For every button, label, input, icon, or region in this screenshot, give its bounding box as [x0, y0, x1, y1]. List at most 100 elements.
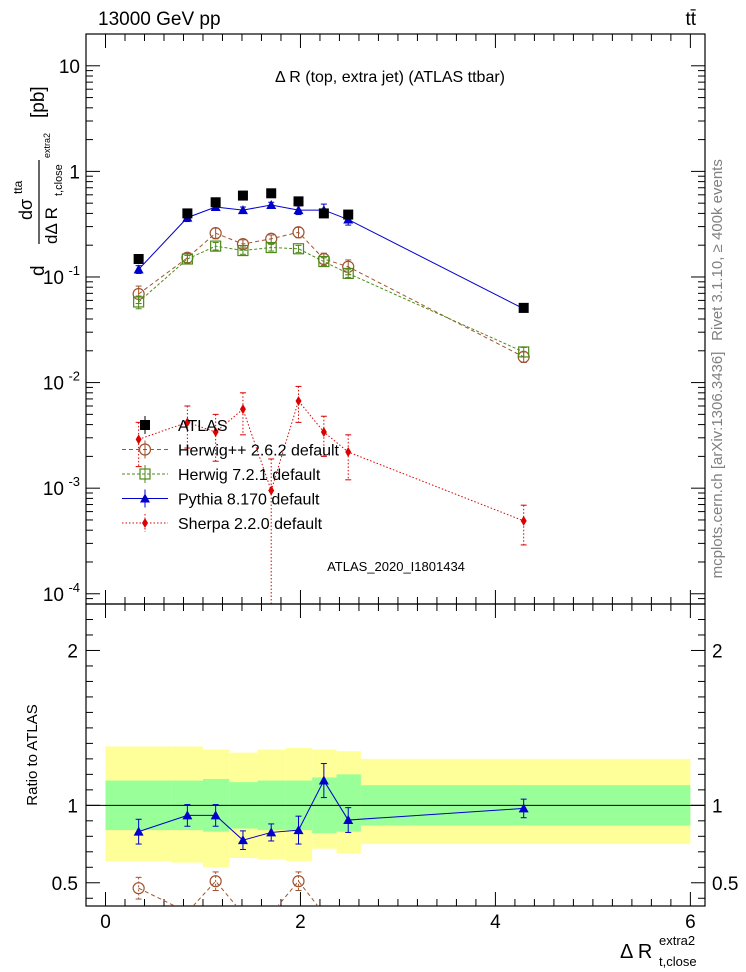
legend-marker-0: [140, 420, 150, 430]
point-4-7: [345, 447, 352, 458]
ratio-y-tick-label-right-2: 2: [712, 641, 723, 662]
ratio-point-1-7: [343, 908, 354, 919]
legend-marker-3: [140, 493, 150, 503]
series-line-3: [138, 204, 524, 310]
point-2-7: [342, 267, 354, 280]
point-0-2: [210, 197, 221, 208]
main-series: [132, 188, 530, 604]
y-tick-label-4: 10: [43, 479, 64, 500]
point-2-0: [133, 296, 145, 308]
point-0-7: [343, 209, 354, 220]
process-label: tt̄: [685, 9, 696, 30]
ratio-point-0-5: [293, 825, 304, 835]
ratio-series-1: [132, 871, 529, 919]
point-2-4: [265, 241, 277, 254]
ratio-point-1-8: [518, 908, 529, 919]
point-4-0: [135, 434, 142, 445]
ratio-y-tick-label-2: 2: [67, 641, 78, 662]
x-tick-label-2: 4: [490, 912, 501, 933]
ratio-point-0-1: [182, 810, 193, 820]
mcplots-label: mcplots.cern.ch [arXiv:1306.3436]: [709, 352, 726, 579]
point-4-6: [320, 427, 327, 438]
point-4-4: [268, 485, 275, 496]
legend: ATLAS Herwig++ 2.6.2 default Herwig 7.2.1 …: [122, 416, 340, 533]
ratio-point-1-6: [318, 908, 329, 919]
ratio-y-tick-label-0: 0.5: [52, 874, 78, 895]
y-label-sup2: extra2: [42, 133, 52, 158]
ratio-bands: [105, 746, 691, 868]
point-4-5: [295, 395, 302, 406]
point-0-1: [182, 208, 193, 219]
y-tick-exp-2: -1: [68, 263, 80, 278]
series-0: [133, 188, 529, 313]
y-tick-label-5: 10: [43, 585, 64, 606]
point-2-2: [210, 240, 222, 252]
y-tick-label-0: 10: [59, 57, 80, 78]
y-tick-exp-5: -4: [68, 580, 80, 595]
point-1-5: [292, 226, 305, 239]
point-2-8: [518, 346, 530, 358]
point-0-6: [318, 208, 329, 219]
energy-label: 13000 GeV pp: [98, 9, 221, 30]
ratio-point-0-8: [518, 803, 529, 813]
y-tick-label-2: 10: [43, 268, 64, 289]
y-tick-label-3: 10: [43, 374, 64, 395]
point-4-2: [212, 427, 219, 438]
series-line-2: [138, 245, 524, 353]
point-1-2: [209, 227, 222, 240]
legend-label-2: Herwig 7.2.1 default: [178, 467, 321, 484]
point-0-0: [133, 254, 144, 265]
point-2-3: [237, 244, 249, 257]
series-1: [132, 226, 530, 364]
legend-marker-2: [139, 468, 151, 480]
point-2-5: [292, 243, 305, 255]
ratio-point-0-3: [237, 835, 248, 845]
x-label-sup: extra2: [659, 933, 695, 948]
y-label-sup: tta: [11, 180, 25, 194]
legend-marker-1: [138, 443, 152, 456]
point-0-5: [293, 196, 304, 207]
point-3-4: [266, 200, 277, 210]
legend-label-4: Sherpa 2.2.0 default: [178, 516, 323, 533]
point-3-3: [237, 205, 248, 215]
y-label-unit: [pb]: [28, 86, 49, 118]
legend-label-3: Pythia 8.170 default: [178, 492, 320, 509]
ratio-point-0-7: [343, 815, 354, 825]
ratio-series-0: [133, 763, 529, 850]
y-tick-exp-4: -3: [68, 474, 80, 489]
point-4-3: [239, 404, 246, 415]
y-tick-label-1: 1: [69, 162, 80, 183]
ratio-y-tick-label-right-0: 0.5: [712, 874, 738, 895]
ratio-point-0-2: [210, 810, 221, 820]
ratio-point-1-1: [182, 907, 193, 918]
x-tick-label-0: 0: [100, 912, 111, 933]
ratio-series: [132, 763, 529, 919]
y-label-dsigma: dσ: [16, 199, 36, 220]
ratio-frame: [85, 603, 706, 907]
ratio-point-1-4: [266, 908, 277, 919]
point-4-1: [184, 417, 191, 428]
ratio-point-0-4: [266, 827, 277, 837]
point-3-5: [293, 205, 304, 215]
point-2-6: [318, 255, 330, 268]
x-label-sub: t,close: [659, 954, 697, 969]
ratio-panel: 0 2 4 6 0.5 0.5 1 1 2 2 Ratio to ATLAS Δ R extra2 t,c…: [24, 590, 738, 969]
legend-label-0: ATLAS: [178, 418, 228, 435]
series-2: [133, 240, 530, 358]
point-0-4: [266, 188, 277, 199]
ratio-y-tick-label-right-1: 1: [712, 796, 723, 817]
x-tick-label-3: 6: [685, 912, 696, 933]
rivet-version-label: Rivet 3.1.10, ≥ 400k events: [709, 159, 726, 341]
ratio-point-0-0: [133, 826, 144, 836]
x-tick-label-1: 2: [295, 912, 306, 933]
y-tick-exp-3: -2: [68, 369, 80, 384]
series-4: [135, 385, 527, 604]
ratio-point-1-0: [132, 882, 145, 895]
ratio-point-1-5: [292, 875, 305, 888]
chart-title: Δ R (top, extra jet) (ATLAS ttbar): [275, 69, 505, 86]
point-2-1: [181, 253, 193, 265]
ratio-y-tick-label-1: 1: [67, 796, 78, 817]
y-label-d: d: [28, 265, 49, 276]
y-label-ddelta: dΔ R: [42, 207, 61, 244]
